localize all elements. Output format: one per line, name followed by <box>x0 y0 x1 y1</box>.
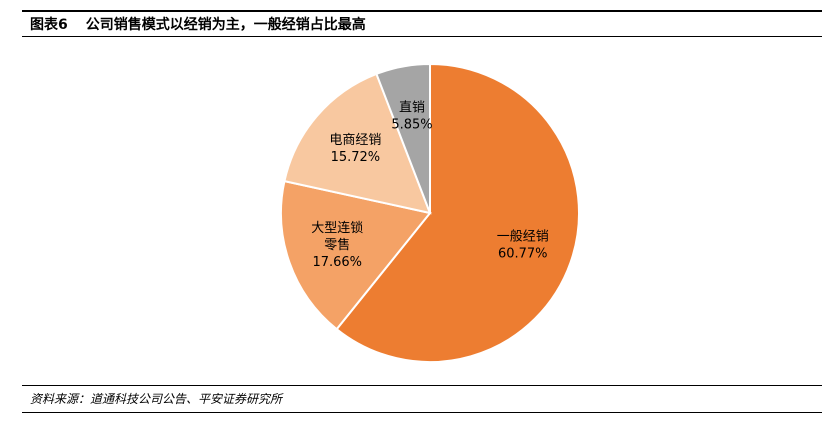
figure-title: 公司销售模式以经销为主，一般经销占比最高 <box>85 17 366 33</box>
figure-number: 图表6 <box>30 17 68 33</box>
slice-label-3-0: 直销 <box>399 100 425 115</box>
pie-slice-2 <box>283 72 432 215</box>
end-rule <box>22 412 822 413</box>
slice-value-2: 15.72% <box>331 150 381 165</box>
slice-value-0: 60.77% <box>498 247 548 262</box>
header-rule <box>22 36 822 37</box>
slice-value-1: 17.66% <box>312 255 362 270</box>
source-rule <box>22 385 822 386</box>
source-note: 资料来源：道通科技公司公告、平安证券研究所 <box>30 392 283 406</box>
pie-slice-1 <box>280 179 432 331</box>
slice-label-2-0: 电商经销 <box>329 133 381 148</box>
slice-label-1-1: 零售 <box>324 237 350 253</box>
top-rule <box>22 10 822 12</box>
slice-label-0-0: 一般经销 <box>497 229 549 245</box>
figure-header: 图表6 公司销售模式以经销为主，一般经销占比最高 <box>30 13 366 35</box>
slice-label-1-0: 大型连锁 <box>311 220 363 236</box>
pie-slice-0 <box>335 62 580 363</box>
pie-slice-3 <box>375 62 431 214</box>
slice-value-3: 5.85% <box>391 117 432 132</box>
